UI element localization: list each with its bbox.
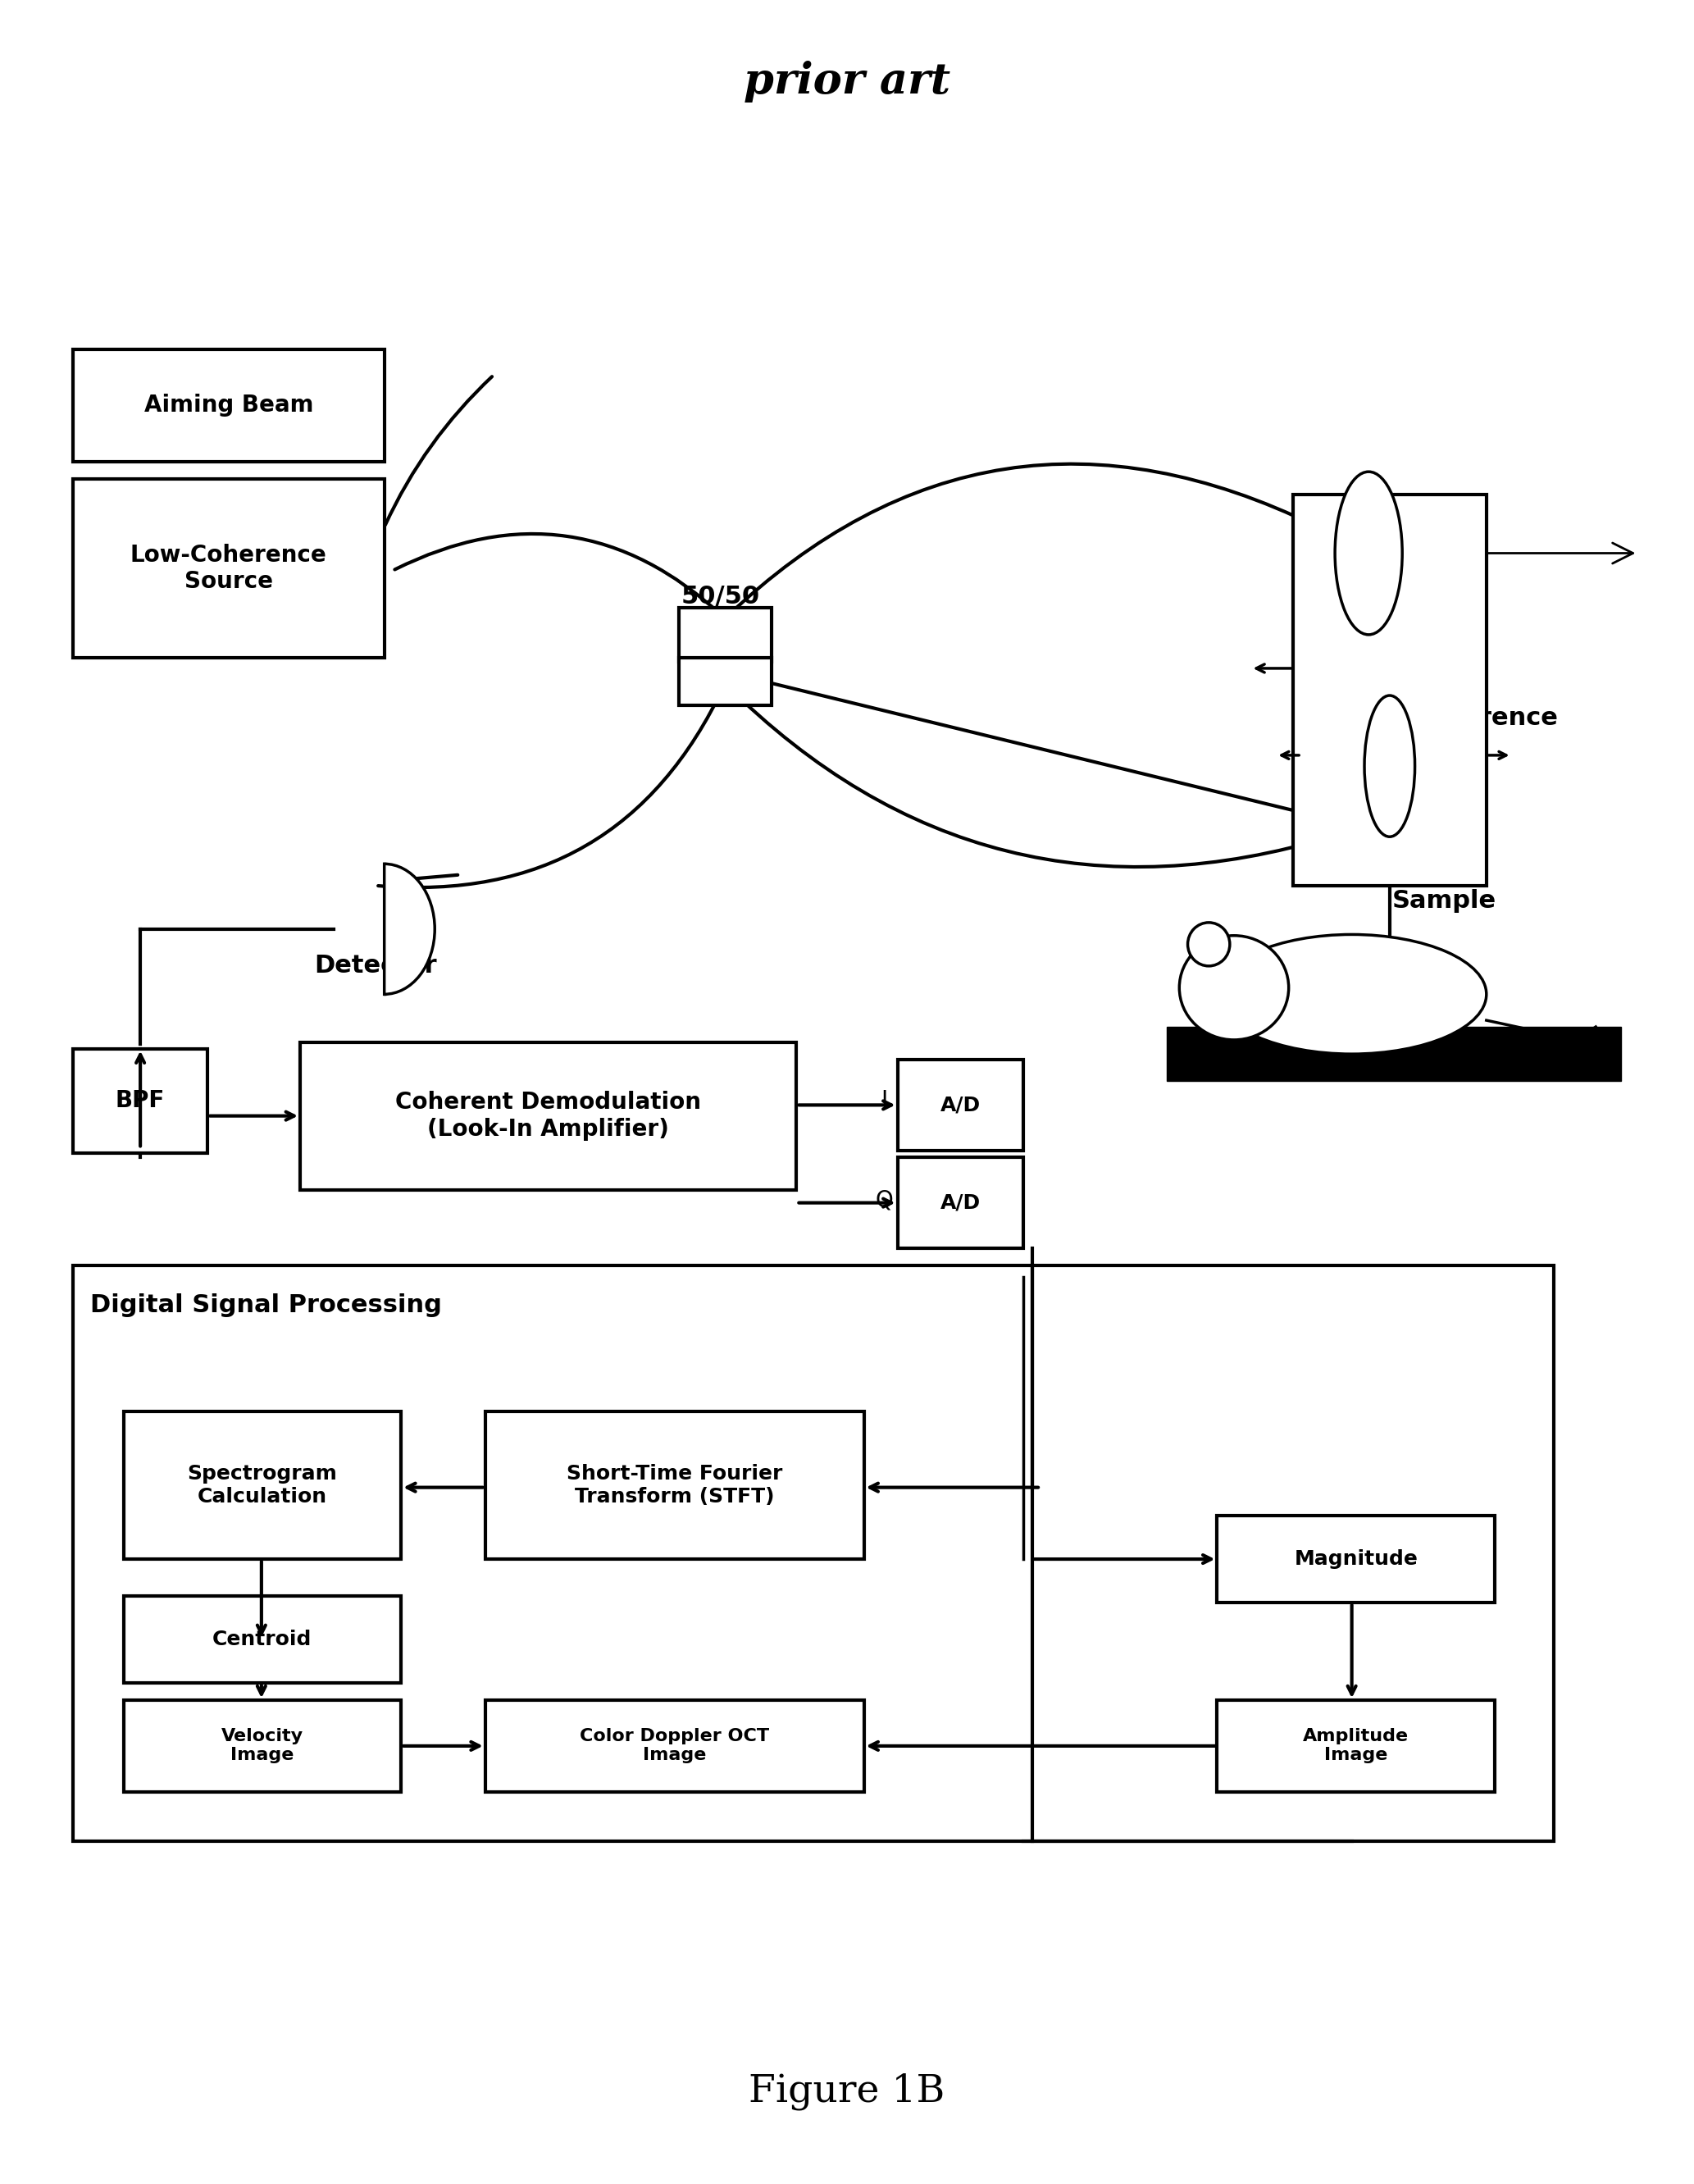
FancyBboxPatch shape [1218,1701,1494,1791]
Text: prior art: prior art [744,61,950,103]
FancyBboxPatch shape [124,1597,401,1684]
Text: Short-Time Fourier
Transform (STFT): Short-Time Fourier Transform (STFT) [566,1463,783,1507]
Text: Figure 1B: Figure 1B [749,2073,945,2110]
Ellipse shape [1187,922,1230,965]
Bar [1167,1026,1621,1081]
FancyBboxPatch shape [73,349,385,463]
Text: Centroid: Centroid [212,1629,312,1649]
Ellipse shape [1218,935,1486,1055]
FancyBboxPatch shape [484,1411,864,1559]
Text: Digital Signal Processing: Digital Signal Processing [90,1293,442,1317]
FancyBboxPatch shape [300,1042,796,1190]
FancyBboxPatch shape [898,1059,1023,1151]
FancyBboxPatch shape [73,1048,208,1153]
Text: Spectrogram
Calculation: Spectrogram Calculation [188,1463,337,1507]
Wedge shape [385,865,435,994]
Text: Coherent Demodulation
(Look-In Amplifier): Coherent Demodulation (Look-In Amplifier… [395,1092,701,1140]
Text: A/D: A/D [940,1192,981,1212]
Text: Aiming Beam: Aiming Beam [144,393,313,417]
FancyBboxPatch shape [124,1701,401,1791]
Ellipse shape [1335,472,1403,636]
Bar [679,657,771,705]
Text: Reference: Reference [1414,705,1558,729]
Text: Amplitude
Image: Amplitude Image [1303,1728,1409,1765]
FancyBboxPatch shape [484,1701,864,1791]
Bar [679,607,771,662]
FancyBboxPatch shape [73,1267,1553,1841]
Text: BPF: BPF [115,1090,164,1112]
Text: Low-Coherence
Source: Low-Coherence Source [130,544,327,594]
Text: I: I [881,1090,888,1112]
Text: Sample: Sample [1392,889,1496,913]
Text: A/D: A/D [940,1094,981,1114]
Text: Magnitude: Magnitude [1294,1548,1418,1568]
Ellipse shape [1179,935,1289,1040]
Text: Velocity
Image: Velocity Image [222,1728,303,1765]
Text: Color Doppler OCT
Image: Color Doppler OCT Image [579,1728,769,1765]
FancyBboxPatch shape [898,1158,1023,1249]
FancyBboxPatch shape [1293,494,1486,885]
Text: Detector: Detector [315,954,437,978]
FancyBboxPatch shape [1218,1516,1494,1603]
FancyBboxPatch shape [124,1411,401,1559]
FancyBboxPatch shape [73,478,385,657]
Ellipse shape [1364,695,1414,836]
Text: 50/50: 50/50 [681,585,761,609]
Text: Q: Q [876,1188,893,1212]
